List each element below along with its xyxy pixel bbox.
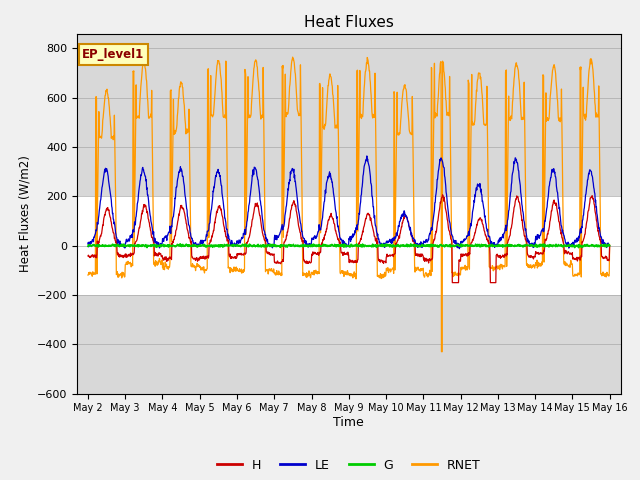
Text: EP_level1: EP_level1	[82, 48, 145, 61]
Bar	[77, 295, 621, 394]
X-axis label: Time: Time	[333, 416, 364, 429]
Title: Heat Fluxes: Heat Fluxes	[304, 15, 394, 30]
Y-axis label: Heat Fluxes (W/m2): Heat Fluxes (W/m2)	[18, 155, 31, 272]
Bar	[77, 34, 621, 196]
Legend: H, LE, G, RNET: H, LE, G, RNET	[212, 454, 486, 477]
